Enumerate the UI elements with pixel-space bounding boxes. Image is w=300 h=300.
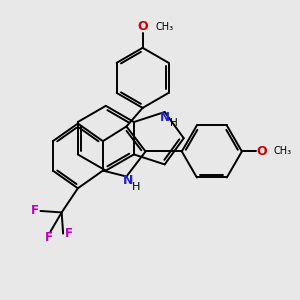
Text: H: H [132,182,140,192]
Text: F: F [45,231,53,244]
Text: CH₃: CH₃ [156,22,174,32]
Text: H: H [169,118,177,128]
Text: F: F [64,227,72,240]
Text: N: N [160,111,170,124]
Text: CH₃: CH₃ [273,146,291,157]
Text: O: O [137,20,148,33]
Text: N: N [122,174,133,188]
Text: F: F [31,204,39,217]
Text: O: O [256,145,267,158]
